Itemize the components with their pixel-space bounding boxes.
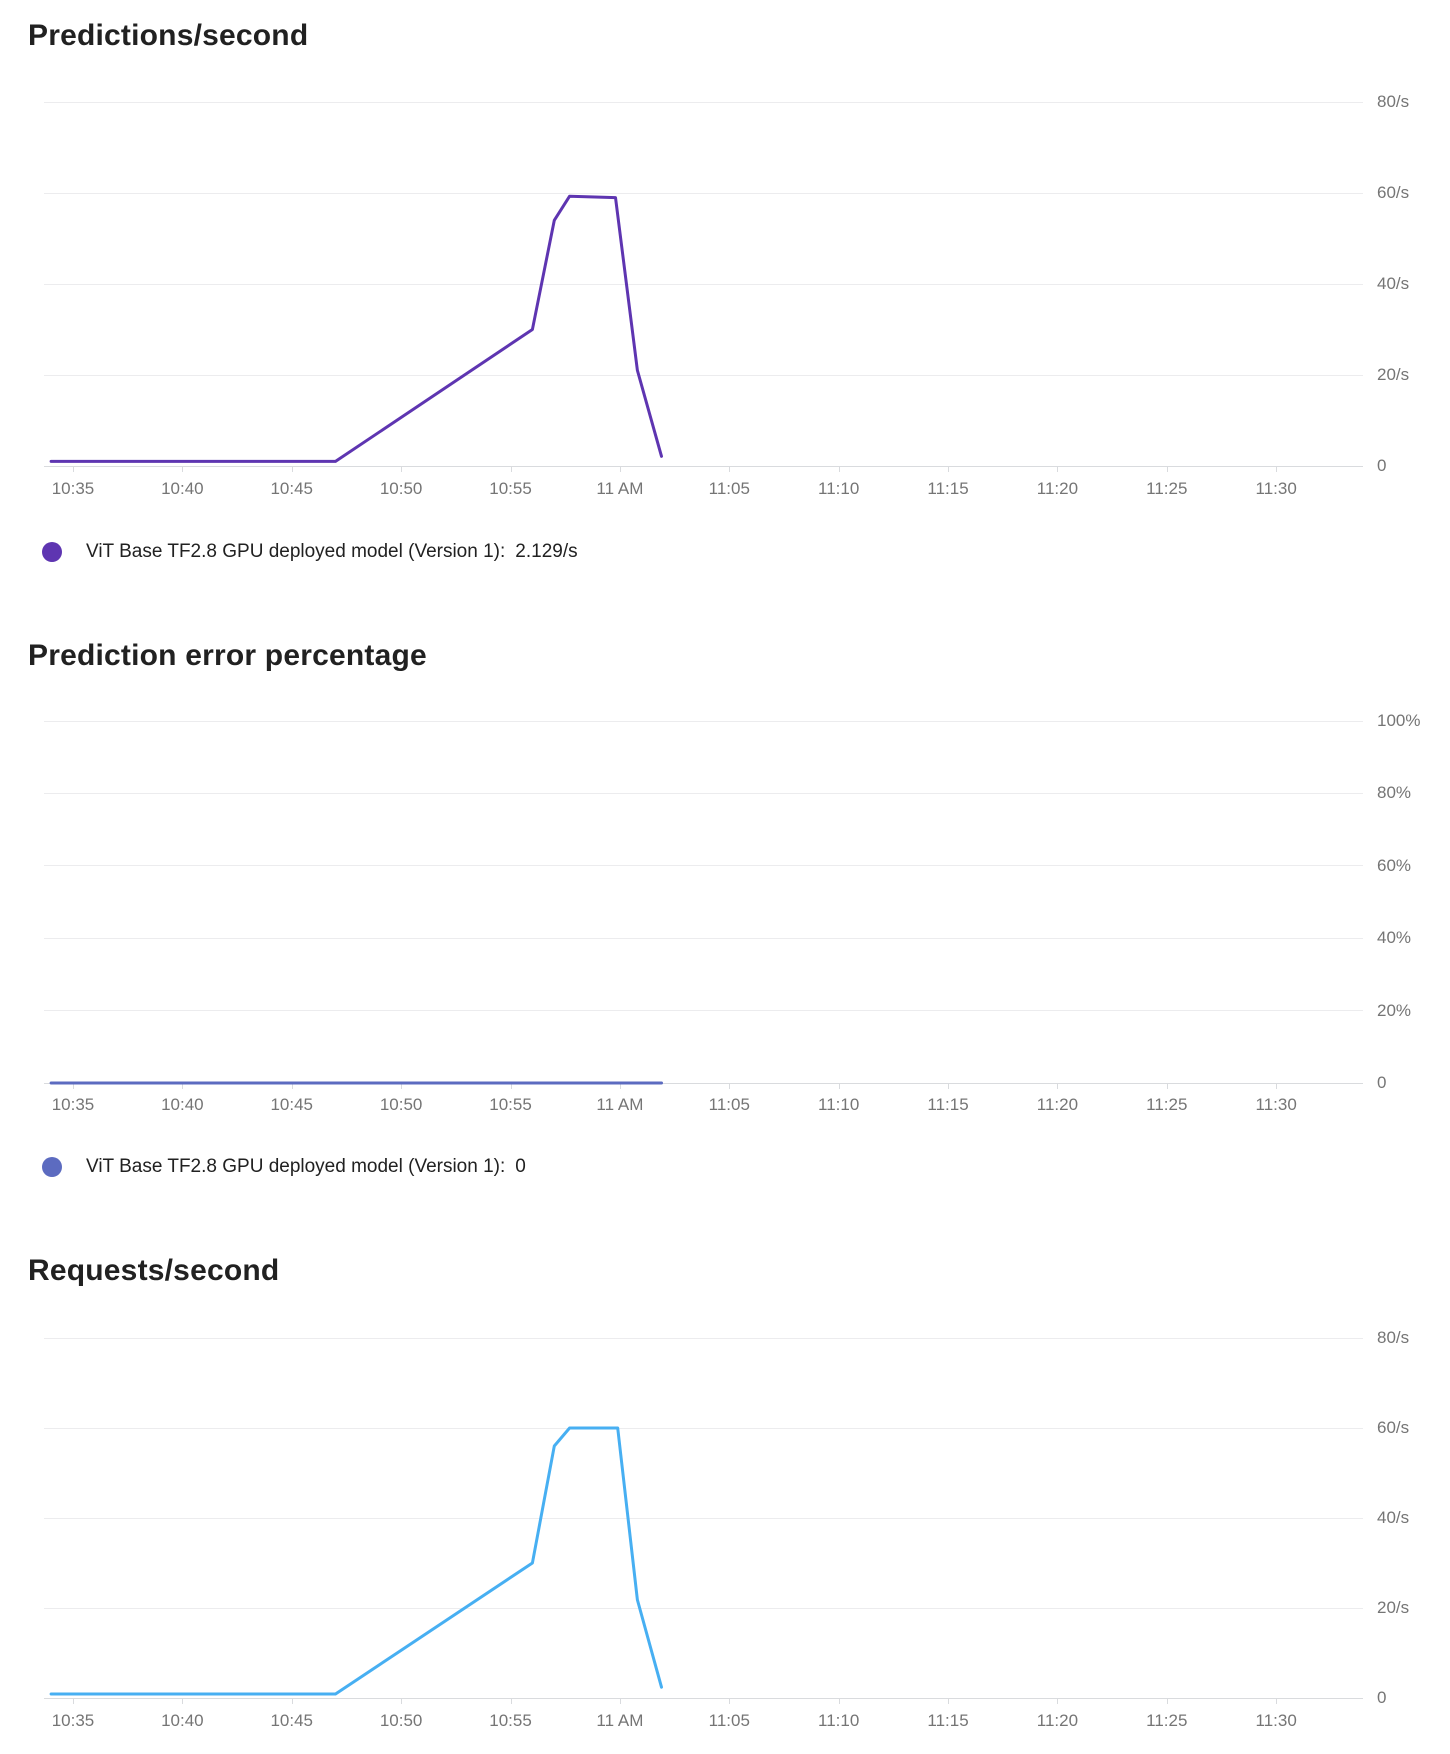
x-axis-label: 11:15 bbox=[927, 479, 969, 498]
x-axis-label: 11:25 bbox=[1146, 479, 1188, 498]
y-axis-label: 40% bbox=[1377, 928, 1412, 948]
x-axis-label: 11:05 bbox=[708, 479, 750, 498]
y-axis-label: 80/s bbox=[1377, 92, 1410, 111]
x-axis-label: 11:25 bbox=[1146, 1095, 1188, 1114]
chart-title-predictions-per-second: Predictions/second bbox=[28, 19, 309, 52]
x-axis-label: 10:40 bbox=[161, 1711, 204, 1730]
y-axis-label: 0 bbox=[1377, 1073, 1387, 1092]
x-axis-label: 10:55 bbox=[489, 479, 532, 498]
y-axis-label: 80/s bbox=[1377, 1328, 1410, 1347]
legend-item-prediction-error[interactable]: ViT Base TF2.8 GPU deployed model (Versi… bbox=[42, 1155, 526, 1179]
prediction-error-chart-plot-area[interactable] bbox=[44, 679, 1363, 1089]
x-axis-label: 10:50 bbox=[379, 1711, 423, 1730]
x-axis-label: 11:30 bbox=[1255, 1711, 1297, 1730]
x-axis-label: 11:20 bbox=[1036, 1711, 1079, 1730]
x-axis-label: 11:30 bbox=[1255, 1095, 1297, 1114]
x-axis-label: 11:30 bbox=[1255, 479, 1297, 498]
x-axis-label: 11 AM bbox=[596, 1711, 644, 1730]
legend-color-dot bbox=[42, 542, 62, 562]
y-axis-label: 60/s bbox=[1377, 1418, 1410, 1437]
x-axis-label: 10:40 bbox=[161, 1095, 204, 1114]
x-axis-label: 11:10 bbox=[818, 479, 860, 498]
x-axis-label: 10:35 bbox=[51, 479, 95, 498]
x-axis-label: 10:50 bbox=[379, 1095, 423, 1114]
x-axis-label: 10:55 bbox=[489, 1711, 532, 1730]
y-axis-label: 100% bbox=[1377, 711, 1421, 730]
x-axis-label: 11 AM bbox=[596, 1095, 644, 1114]
y-axis-label: 0 bbox=[1377, 456, 1387, 475]
legend-value: 0 bbox=[515, 1156, 526, 1177]
y-axis-label: 40/s bbox=[1377, 274, 1410, 293]
x-axis-label: 10:45 bbox=[270, 1095, 314, 1114]
x-axis-label: 10:50 bbox=[379, 479, 423, 498]
y-axis-label: 20/s bbox=[1377, 1598, 1410, 1617]
y-axis-label: 20/s bbox=[1377, 365, 1410, 384]
predictions-chart-plot-area[interactable] bbox=[44, 58, 1363, 472]
x-axis-label: 11:10 bbox=[818, 1095, 860, 1114]
x-axis-label: 11:20 bbox=[1036, 479, 1079, 498]
legend-label: ViT Base TF2.8 GPU deployed model (Versi… bbox=[86, 541, 506, 562]
x-axis-label: 11:15 bbox=[927, 1711, 969, 1730]
chart-title-prediction-error-percentage: Prediction error percentage bbox=[28, 639, 427, 672]
x-axis-label: 10:35 bbox=[51, 1095, 95, 1114]
y-axis-label: 60/s bbox=[1377, 183, 1410, 202]
x-axis-label: 11:10 bbox=[818, 1711, 860, 1730]
y-axis-label: 40/s bbox=[1377, 1508, 1410, 1527]
y-axis-label: 0 bbox=[1377, 1688, 1387, 1707]
requests-chart-plot-area[interactable] bbox=[44, 1294, 1363, 1704]
y-axis-label: 80% bbox=[1377, 783, 1412, 803]
x-axis-label: 10:40 bbox=[161, 479, 204, 498]
legend-item-predictions[interactable]: ViT Base TF2.8 GPU deployed model (Versi… bbox=[42, 540, 578, 564]
x-axis-label: 11:15 bbox=[927, 1095, 969, 1114]
y-axis-label: 60% bbox=[1377, 855, 1412, 875]
y-axis-label: 20% bbox=[1377, 1000, 1412, 1020]
x-axis-label: 10:35 bbox=[51, 1711, 95, 1730]
chart-title-requests-per-second: Requests/second bbox=[28, 1254, 280, 1287]
x-axis-label: 11:05 bbox=[708, 1711, 750, 1730]
legend-value: 2.129/s bbox=[515, 541, 578, 562]
x-axis-label: 10:45 bbox=[270, 479, 314, 498]
x-axis-label: 10:55 bbox=[489, 1095, 532, 1114]
legend-label: ViT Base TF2.8 GPU deployed model (Versi… bbox=[86, 1156, 506, 1177]
x-axis-label: 10:45 bbox=[270, 1711, 314, 1730]
x-axis-label: 11:25 bbox=[1146, 1711, 1188, 1730]
x-axis-label: 11:20 bbox=[1036, 1095, 1079, 1114]
x-axis-label: 11:05 bbox=[708, 1095, 750, 1114]
x-axis-label: 11 AM bbox=[596, 479, 644, 498]
legend-color-dot bbox=[42, 1157, 62, 1177]
